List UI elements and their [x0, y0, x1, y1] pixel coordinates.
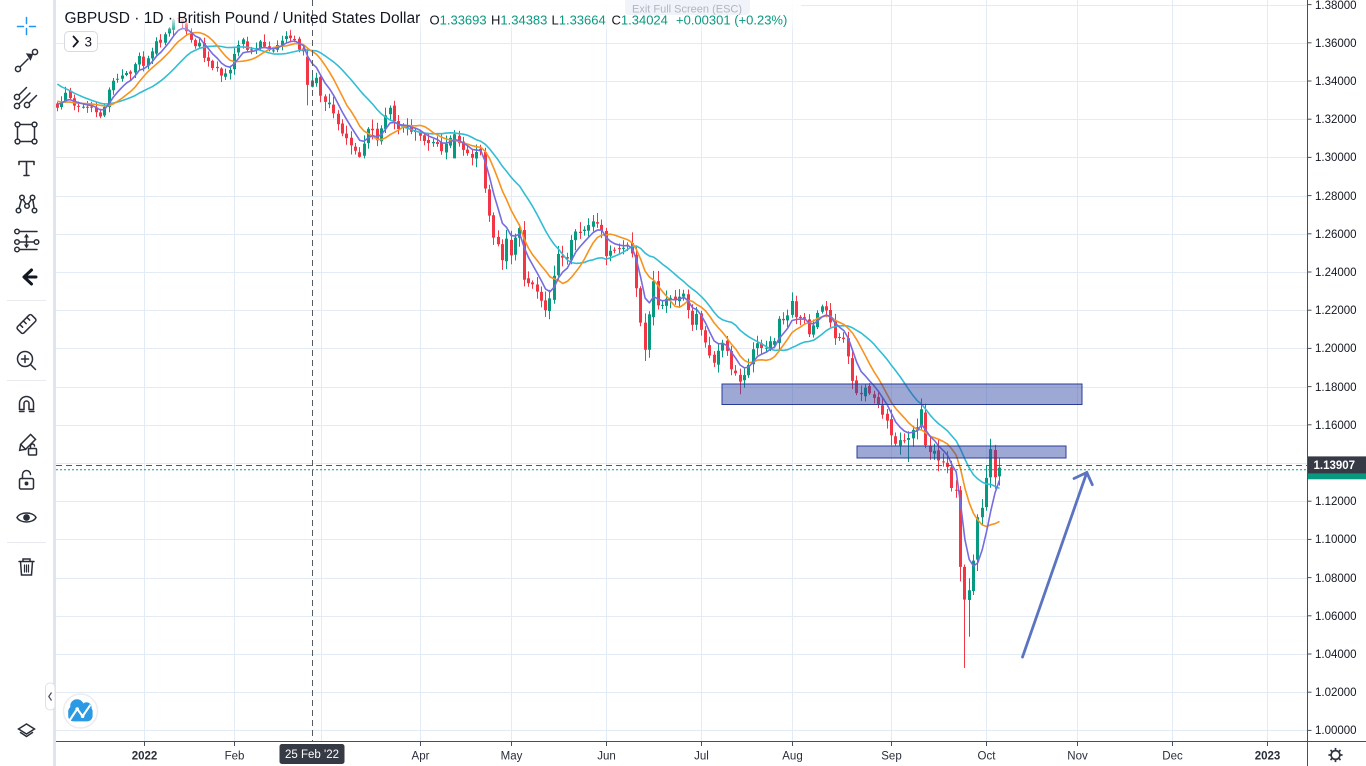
svg-text:1.22000: 1.22000: [1315, 305, 1357, 317]
svg-text:Feb: Feb: [225, 751, 245, 763]
svg-text:1.24000: 1.24000: [1315, 267, 1357, 279]
svg-text:May: May: [501, 751, 523, 763]
svg-text:H1.34383: H1.34383: [491, 13, 547, 28]
svg-text:L1.33664: L1.33664: [552, 13, 606, 28]
svg-text:Aug: Aug: [782, 751, 802, 763]
svg-text:1.20000: 1.20000: [1315, 343, 1357, 355]
svg-text:1.30000: 1.30000: [1315, 152, 1357, 164]
svg-text:Jul: Jul: [694, 751, 709, 763]
svg-text:+0.00301 (+0.23%): +0.00301 (+0.23%): [676, 13, 787, 28]
svg-text:2023: 2023: [1255, 751, 1281, 763]
svg-text:1.32000: 1.32000: [1315, 114, 1357, 126]
svg-text:1.06000: 1.06000: [1315, 611, 1357, 623]
svg-text:25 Feb '22: 25 Feb '22: [285, 749, 339, 761]
svg-text:1.38000: 1.38000: [1315, 0, 1357, 12]
svg-text:1.00000: 1.00000: [1315, 725, 1357, 737]
svg-text:1.08000: 1.08000: [1315, 573, 1357, 585]
svg-text:1.04000: 1.04000: [1315, 649, 1357, 661]
svg-text:Exit Full Screen (ESC): Exit Full Screen (ESC): [632, 4, 742, 16]
svg-text:1.34000: 1.34000: [1315, 76, 1357, 88]
svg-text:1.10000: 1.10000: [1315, 534, 1357, 546]
svg-text:3: 3: [85, 35, 93, 50]
svg-text:2022: 2022: [132, 751, 158, 763]
svg-text:1.12000: 1.12000: [1315, 496, 1357, 508]
svg-text:O1.33693: O1.33693: [430, 13, 487, 28]
svg-text:Dec: Dec: [1162, 751, 1183, 763]
svg-text:Apr: Apr: [412, 751, 430, 763]
svg-text:1.02000: 1.02000: [1315, 687, 1357, 699]
svg-text:Jun: Jun: [597, 751, 616, 763]
svg-text:Sep: Sep: [881, 751, 901, 763]
svg-text:1.18000: 1.18000: [1315, 382, 1357, 394]
svg-text:1.36000: 1.36000: [1315, 38, 1357, 50]
svg-text:C1.34024: C1.34024: [612, 13, 668, 28]
svg-text:Nov: Nov: [1067, 751, 1088, 763]
svg-text:Oct: Oct: [978, 751, 997, 763]
svg-text:GBPUSD · 1D · British Pound /: GBPUSD · 1D · British Pound / United Sta…: [65, 10, 421, 27]
svg-text:1.28000: 1.28000: [1315, 191, 1357, 203]
svg-text:1.13907: 1.13907: [1314, 460, 1356, 472]
svg-text:1.16000: 1.16000: [1315, 420, 1357, 432]
svg-text:1.26000: 1.26000: [1315, 229, 1357, 241]
